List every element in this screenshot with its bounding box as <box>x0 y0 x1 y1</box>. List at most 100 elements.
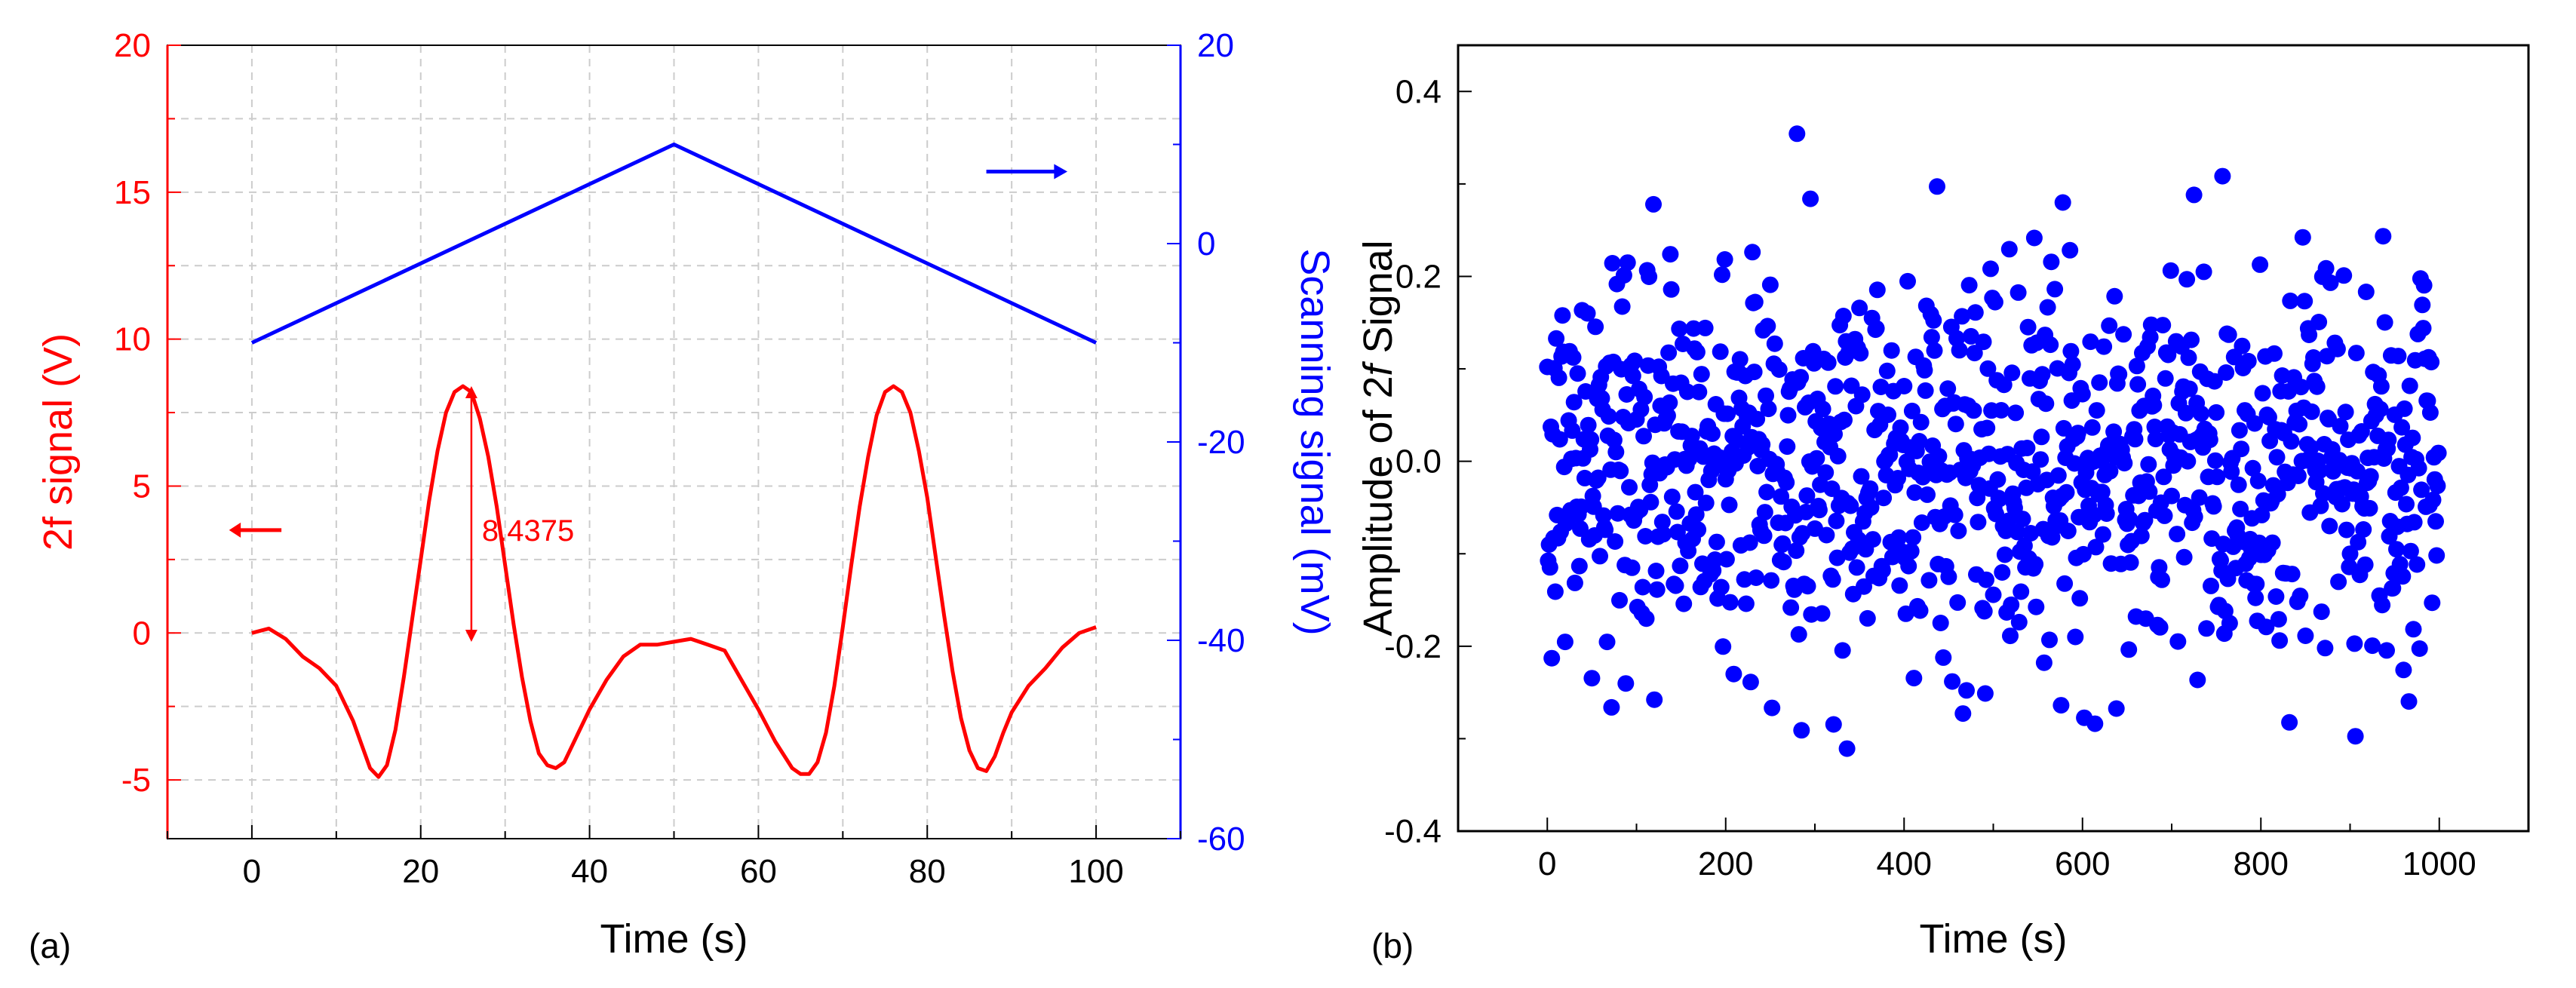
scatter-point <box>1875 489 1893 507</box>
scatter-point <box>1810 502 1828 519</box>
scatter-point <box>1759 318 1776 335</box>
scatter-point <box>2002 627 2019 645</box>
scatter-point <box>1817 464 1835 481</box>
scatter-point <box>2310 314 2328 330</box>
scatter-point <box>1902 542 1920 560</box>
scatter-point <box>1548 330 1565 347</box>
scatter-point <box>1770 361 1788 378</box>
scatter-point <box>1878 362 1896 379</box>
scatter-point <box>2267 588 2285 605</box>
scatter-point <box>1737 595 1755 612</box>
scatter-point <box>1648 581 1666 598</box>
scatter-point <box>1919 486 1936 503</box>
scatter-point <box>1966 345 1983 362</box>
scatter-point <box>1989 471 2006 488</box>
scatter-point <box>2281 713 2298 731</box>
scatter-point <box>2335 267 2353 284</box>
left-y-tick-label: 0 <box>133 615 151 652</box>
scatter-point <box>2067 628 2084 646</box>
scatter-point <box>2311 462 2329 480</box>
x-tick-label: 400 <box>1877 845 1932 882</box>
scatter-point <box>1951 342 1968 359</box>
panel-label-b: (b) <box>1371 926 1414 965</box>
scatter-point <box>2179 453 2197 470</box>
scatter-point <box>1662 246 1679 263</box>
scatter-point <box>2163 487 2180 505</box>
scatter-point <box>2428 547 2446 564</box>
scatter-point <box>1976 603 1993 620</box>
scatter-point <box>1779 438 1796 456</box>
scatter-point <box>2410 459 2427 477</box>
scatter-point <box>1950 522 1967 539</box>
scatter-point <box>2355 521 2372 538</box>
scatter-point <box>1731 351 1749 368</box>
scatter-point <box>2246 415 2263 432</box>
left-y-tick-label: 10 <box>114 321 151 358</box>
right-y-tick-label: 20 <box>1197 27 1234 64</box>
x-tick-label: 600 <box>2055 845 2110 882</box>
scatter-point <box>1681 450 1698 468</box>
scatter-point <box>1712 343 1729 361</box>
scatter-point <box>1862 480 1879 497</box>
scatter-point <box>2292 588 2309 605</box>
scatter-point <box>1976 685 1994 702</box>
scatter-point <box>2233 440 2250 458</box>
scatter-point <box>2203 577 2219 594</box>
scatter-point <box>2303 403 2320 420</box>
scatter-point <box>1685 320 1702 337</box>
scatter-point <box>2392 479 2409 496</box>
scatter-point <box>1827 378 1844 395</box>
left-y-tick-label: 5 <box>133 468 151 505</box>
scatter-point <box>2058 483 2075 501</box>
scatter-point <box>1828 549 1846 566</box>
scatter-point <box>2003 596 2020 613</box>
scatter-point <box>2101 317 2118 334</box>
scatter-point <box>2066 455 2083 472</box>
scatter-point <box>1634 578 1651 596</box>
scatter-point <box>1598 634 1616 651</box>
scatter-point <box>1655 526 1672 543</box>
scatter-point <box>1946 506 1963 523</box>
x-tick-label: 200 <box>1698 845 1753 882</box>
scatter-point <box>2169 526 2186 543</box>
scatter-point <box>2429 477 2446 495</box>
scatter-point <box>2220 326 2237 343</box>
scatter-point <box>2000 241 2018 258</box>
scatter-point <box>1718 551 1735 568</box>
scatter-point <box>1659 407 1676 425</box>
scatter-point <box>1580 416 1597 434</box>
scatter-point <box>2409 556 2426 573</box>
scatter-point <box>2388 541 2405 558</box>
scatter-point <box>2221 615 2238 632</box>
scatter-point <box>2043 253 2060 271</box>
scatter-point <box>1872 379 1890 395</box>
scatter-point <box>1607 533 1624 550</box>
scatter-point <box>1819 354 1837 371</box>
scatter-point <box>1995 376 2013 394</box>
scatter-point <box>1663 281 1680 298</box>
scatter-point <box>1883 342 1900 359</box>
scatter-point <box>2082 333 2099 351</box>
scatter-point <box>1554 307 1571 324</box>
scatter-point <box>1708 533 1725 551</box>
scatter-point <box>2415 320 2432 337</box>
scatter-point <box>2074 385 2091 403</box>
scatter-point <box>2252 256 2269 273</box>
scatter-point <box>1645 195 1662 213</box>
scatter-point <box>2353 423 2370 440</box>
scatter-point <box>2042 336 2059 354</box>
scatter-point <box>2141 483 2158 500</box>
scatter-point <box>1799 578 1816 595</box>
scatter-point <box>2390 348 2407 365</box>
scatter-point <box>1880 407 1896 423</box>
scatter-point <box>2394 568 2412 585</box>
scatter-point <box>2350 533 2367 551</box>
scatter-point <box>1653 514 1671 531</box>
peak-value-label: 8.4375 <box>482 514 574 548</box>
scatter-point <box>1678 383 1696 400</box>
scatter-point <box>2007 404 2025 422</box>
scatter-point <box>1890 470 1906 486</box>
scatter-point <box>1683 428 1700 445</box>
scatter-point <box>2294 229 2311 246</box>
scatter-point <box>1868 320 1885 337</box>
